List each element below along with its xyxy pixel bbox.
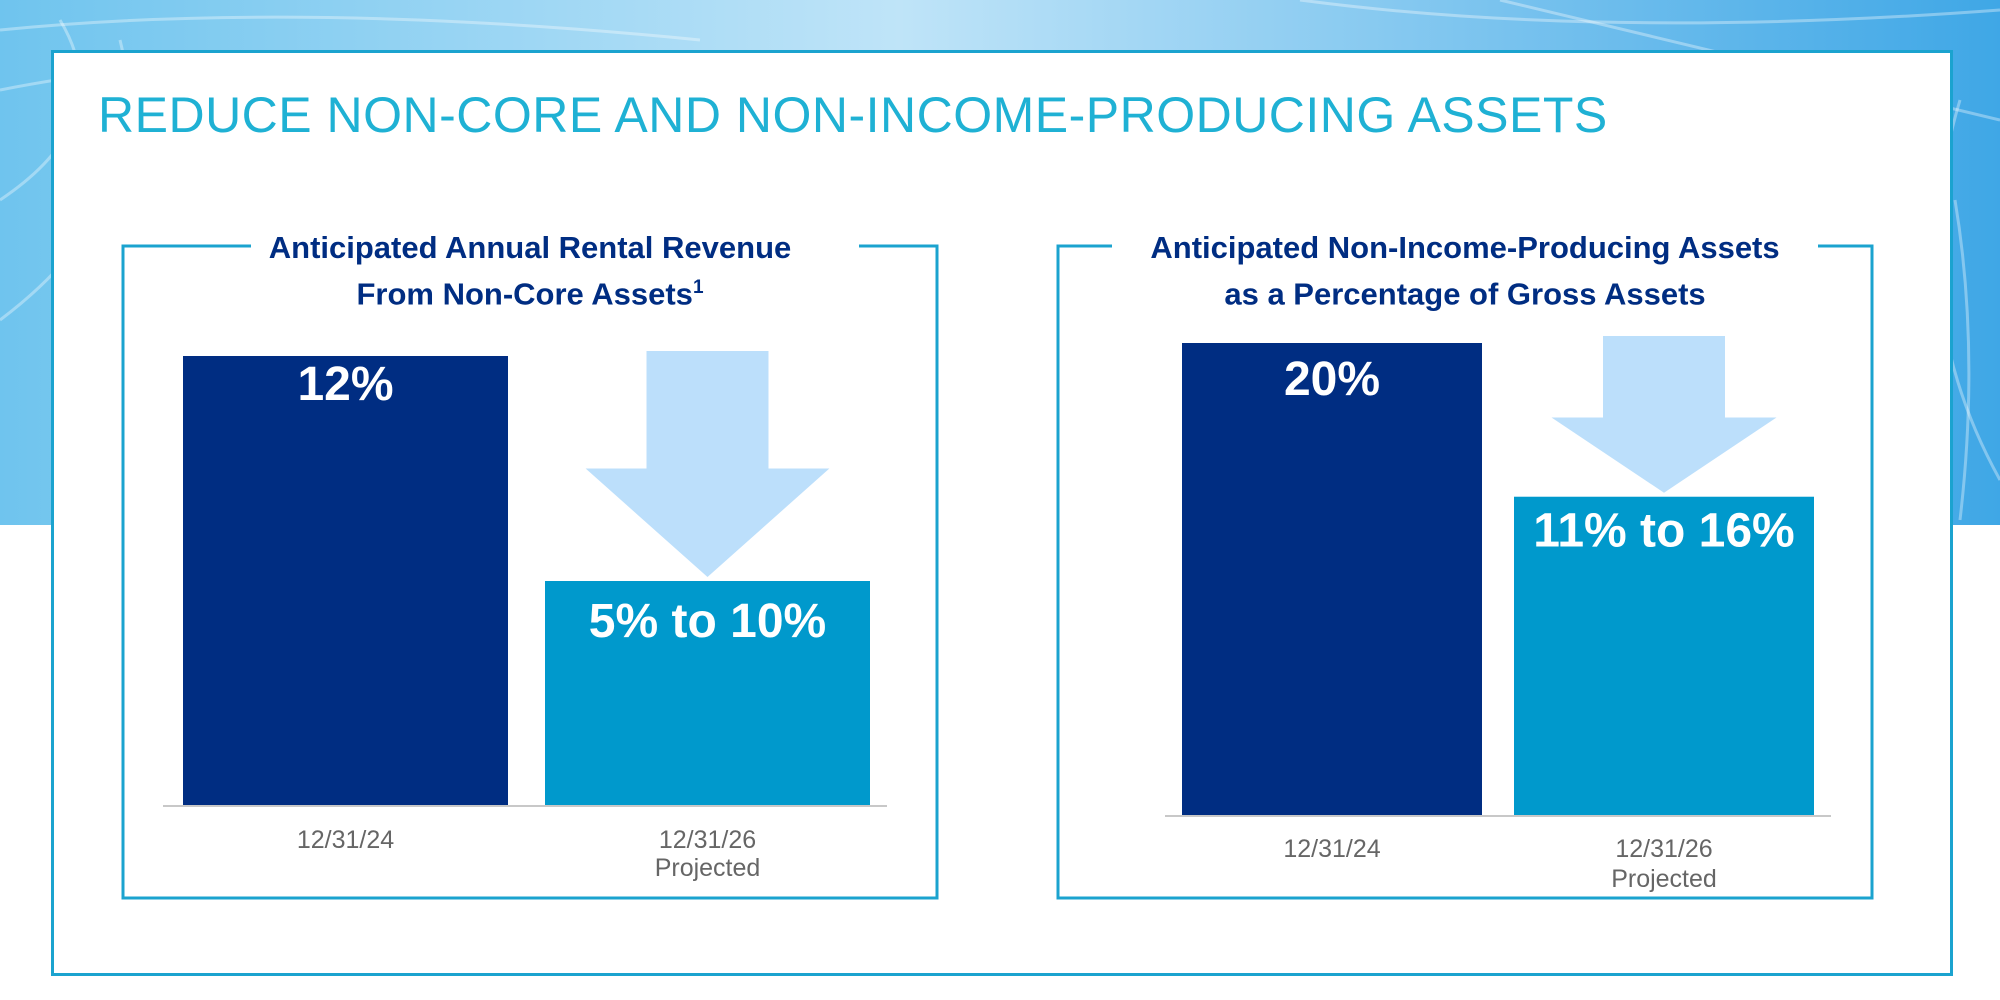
- x-tick-label: 12/31/24: [1283, 835, 1380, 863]
- bar-value-label: 11% to 16%: [1533, 505, 1794, 558]
- x-tick-sublabel: Projected: [1611, 865, 1717, 893]
- x-tick-label: 12/31/26: [1615, 835, 1712, 863]
- bar-value-label: 12%: [297, 358, 393, 411]
- footnote-marker: 1: [692, 277, 704, 298]
- bar-12-31-24: [1182, 343, 1482, 816]
- chart-title-line1: Anticipated Non-Income-Producing Assets: [1150, 230, 1780, 265]
- chart-title-line1: Anticipated Annual Rental Revenue: [268, 230, 792, 265]
- chart-title-line2-text: From Non-Core Assets: [356, 276, 693, 312]
- bar-value-label: 20%: [1284, 353, 1380, 406]
- bar-12-31-24: [183, 356, 508, 806]
- down-arrow-icon: [585, 351, 830, 577]
- down-arrow-icon: [1551, 336, 1777, 493]
- chart-title-line2-text: as a Percentage of Gross Assets: [1224, 276, 1706, 312]
- chart-panel-rental-revenue: 12% 5% to 10% 12/31/24 12/31/26 Projecte…: [121, 0, 939, 1000]
- x-tick-sublabel: Projected: [655, 854, 761, 882]
- chart-non-income-assets-svg: 20% 11% to 16% 12/31/24 12/31/26 Project…: [1056, 244, 1874, 900]
- bar-12-31-26-projected: [1514, 496, 1814, 816]
- x-tick-label: 12/31/26: [659, 826, 756, 854]
- bar-value-label: 5% to 10%: [589, 595, 826, 648]
- x-tick-label: 12/31/24: [297, 826, 394, 854]
- chart-rental-revenue-svg: 12% 5% to 10% 12/31/24 12/31/26 Projecte…: [121, 244, 939, 900]
- panel-border: [121, 244, 939, 900]
- chart-title: Anticipated Annual Rental Revenue From N…: [121, 228, 939, 314]
- page-title: REDUCE NON-CORE AND NON-INCOME-PRODUCING…: [98, 87, 1608, 143]
- chart-title-line2: as a Percentage of Gross Assets: [1056, 268, 1874, 314]
- chart-title: Anticipated Non-Income-Producing Assets …: [1056, 228, 1874, 314]
- chart-panel-non-income-assets: 20% 11% to 16% 12/31/24 12/31/26 Project…: [1056, 0, 1874, 1000]
- bar-12-31-26-projected: [545, 581, 870, 806]
- chart-title-line2: From Non-Core Assets1: [121, 268, 939, 314]
- panel-border: [1056, 244, 1874, 900]
